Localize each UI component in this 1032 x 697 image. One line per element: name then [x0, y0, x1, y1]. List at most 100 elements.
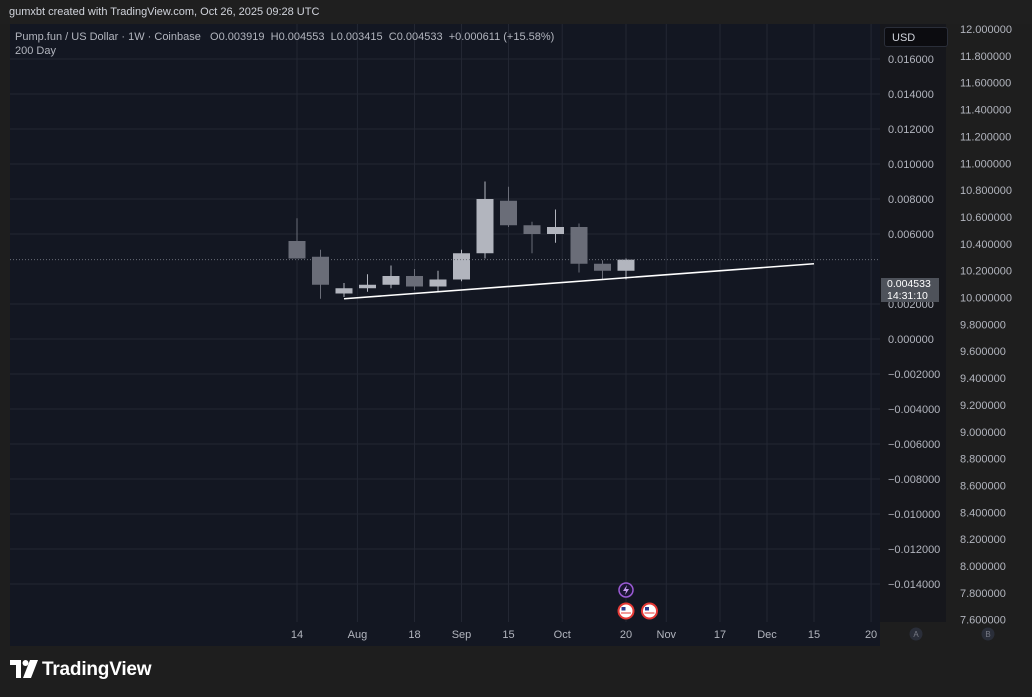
left-scale-tick-label: 9.400000: [960, 373, 1006, 385]
flag-canton: [621, 607, 626, 611]
candle-body: [617, 259, 635, 271]
left-scale-tick-label: 7.800000: [960, 588, 1006, 600]
left-scale-tick-label: 10.800000: [960, 185, 1012, 197]
left-scale-tick-label: 8.000000: [960, 561, 1006, 573]
left-scale-tick-label: 11.800000: [960, 51, 1011, 63]
last-price-value: 0.004533: [887, 278, 931, 290]
price-tick-label: −0.004000: [888, 404, 940, 416]
candle-body: [500, 200, 517, 226]
legend-low-label: L: [330, 31, 337, 43]
legend-change: +0.000611 (+15.58%): [448, 31, 555, 43]
left-scale-tick-label: 8.400000: [960, 507, 1006, 519]
left-scale-tick-label: 11.400000: [960, 105, 1011, 117]
time-tick-label: Nov: [657, 629, 677, 641]
tradingview-logo-icon[interactable]: [10, 660, 38, 678]
time-tick-label: 14: [291, 629, 303, 641]
price-tick-label: −0.008000: [888, 474, 940, 486]
left-scale-tick-label: 11.000000: [960, 158, 1011, 170]
price-tick-label: −0.014000: [888, 579, 940, 591]
legend-open-label: O: [210, 31, 219, 43]
candle-body: [453, 253, 470, 280]
legend-high: 0.004553: [278, 31, 325, 43]
candle-body: [312, 256, 329, 285]
left-scale-tick-label: 8.600000: [960, 480, 1006, 492]
legend-indicator[interactable]: 200 Day: [15, 45, 56, 57]
scale-mode-button[interactable]: B: [981, 627, 995, 641]
candle-body: [288, 241, 306, 259]
bar-countdown: 14:31:10: [887, 290, 928, 302]
left-scale-tick-label: 11.200000: [960, 131, 1011, 143]
left-scale-tick-label: 10.400000: [960, 239, 1012, 251]
left-scale-tick-label: 9.800000: [960, 319, 1006, 331]
price-tick-label: −0.006000: [888, 439, 940, 451]
scale-mode-button[interactable]: A: [909, 627, 923, 641]
left-scale-tick-label: 8.800000: [960, 454, 1006, 466]
legend-ohlc: Pump.fun / US Dollar · 1W · Coinbase O0.…: [15, 31, 554, 43]
price-tick-label: 0.010000: [888, 159, 934, 171]
currency-button[interactable]: USD: [884, 27, 948, 47]
time-tick-label: Aug: [348, 629, 368, 641]
scale-mode-button-bg: [909, 627, 923, 641]
candle-body: [382, 276, 400, 285]
candle-body: [476, 199, 494, 254]
candle-body: [523, 225, 541, 234]
legend-symbol: Pump.fun / US Dollar · 1W · Coinbase: [15, 31, 201, 43]
candle-body: [359, 284, 376, 289]
right-scale-background: [880, 24, 946, 622]
tradingview-brand[interactable]: TradingView: [42, 659, 152, 680]
footer: TradingView: [0, 646, 1032, 697]
scale-mode-button-bg: [981, 627, 995, 641]
event-us-flag-icon: [617, 602, 635, 620]
scale-mode-button-label: A: [913, 630, 919, 639]
left-scale-tick-label: 10.000000: [960, 293, 1012, 305]
left-scale-tick-label: 11.600000: [960, 78, 1011, 90]
left-scale-tick-label: 8.200000: [960, 534, 1006, 546]
left-scale-tick-label: 10.600000: [960, 212, 1012, 224]
price-tick-label: 0.014000: [888, 89, 934, 101]
legend-close: 0.004533: [396, 31, 443, 43]
time-tick-label: Oct: [554, 629, 571, 641]
time-tick-label: 15: [502, 629, 514, 641]
time-tick-label: 20: [620, 629, 632, 641]
time-axis-background: [10, 622, 880, 646]
time-tick-label: 17: [714, 629, 726, 641]
candle-body: [335, 288, 353, 294]
event-us-flag-icon: [641, 602, 658, 620]
time-tick-label: 18: [408, 629, 420, 641]
price-tick-label: 0.002000: [888, 299, 934, 311]
time-tick-label: Dec: [757, 629, 777, 641]
attribution-text: gumxbt created with TradingView.com, Oct…: [9, 6, 320, 18]
price-tick-label: −0.010000: [888, 509, 940, 521]
left-scale-tick-label: 9.200000: [960, 400, 1006, 412]
flag-canton: [645, 607, 649, 611]
price-tick-label: 0.012000: [888, 124, 934, 136]
legend-open: 0.003919: [218, 31, 265, 43]
price-tick-label: −0.002000: [888, 369, 940, 381]
trendline: [343, 262, 815, 300]
left-scale-tick-label: 10.200000: [960, 266, 1012, 278]
price-tick-label: 0.008000: [888, 194, 934, 206]
candle-body: [570, 227, 588, 264]
candle-body: [594, 263, 611, 271]
last-price-label: 0.004533 14:31:10: [881, 278, 939, 302]
time-tick-label: Sep: [452, 629, 472, 641]
flag-circle: [617, 602, 635, 620]
candle-body: [429, 279, 447, 287]
flag-circle: [641, 602, 658, 620]
time-tick-label: 20: [865, 629, 877, 641]
lightning-glyph: [623, 585, 629, 595]
left-scale-tick-label: 9.600000: [960, 346, 1006, 358]
attribution-bar: gumxbt created with TradingView.com, Oct…: [0, 0, 1032, 24]
price-tick-label: −0.012000: [888, 544, 940, 556]
candle-body: [406, 276, 423, 287]
price-chart[interactable]: 0.016000 0.014000 0.012000 0.010000 0.008000…: [0, 24, 1032, 646]
price-tick-label: 0.006000: [888, 229, 934, 241]
scale-mode-button-label: B: [985, 630, 990, 639]
time-tick-label: 15: [808, 629, 820, 641]
legend-high-label: H: [270, 31, 279, 43]
event-lightning-icon: [618, 582, 634, 598]
plot-background: [10, 24, 880, 622]
price-tick-label: 0.000000: [888, 334, 934, 346]
legend-low: 0.003415: [336, 31, 383, 43]
left-scale-tick-label: 7.600000: [960, 615, 1006, 627]
